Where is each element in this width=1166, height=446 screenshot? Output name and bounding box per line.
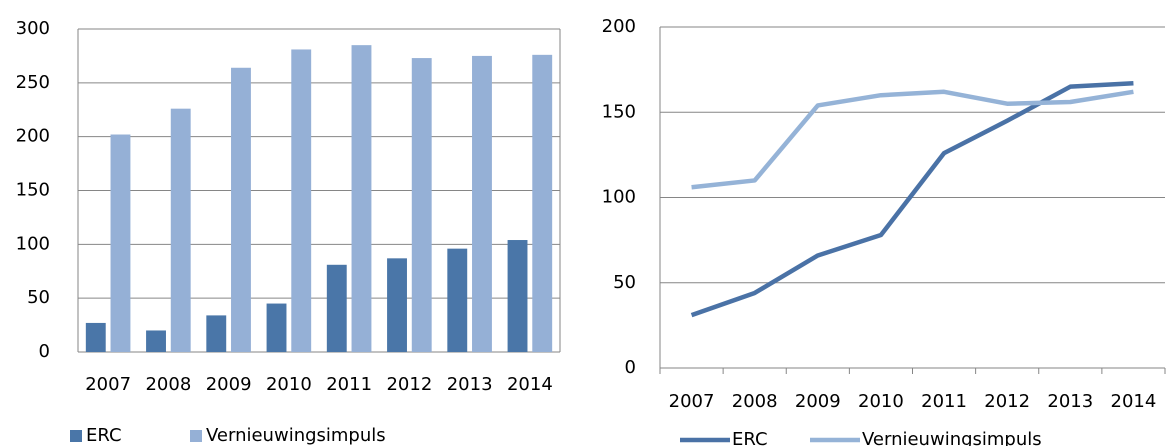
bar (170, 108, 191, 352)
x-tick-label: 2011 (326, 374, 372, 395)
x-tick-label: 2008 (732, 391, 778, 412)
legend-label: ERC (86, 425, 122, 446)
x-tick-label: 2013 (447, 374, 493, 395)
legend-label: Vernieuwingsimpuls (862, 429, 1042, 446)
bar (351, 45, 372, 353)
y-tick-label: 200 (16, 126, 50, 147)
line-series (690, 81, 1134, 318)
bar (447, 248, 468, 352)
y-tick-label: 300 (16, 18, 50, 39)
bar (231, 67, 251, 352)
x-tick-label: 2009 (795, 391, 841, 412)
y-tick-label: 50 (27, 287, 50, 308)
x-tick-label: 2013 (1047, 391, 1093, 412)
x-tick-label: 2012 (984, 391, 1030, 412)
bar (85, 322, 106, 352)
y-tick-label: 50 (613, 272, 636, 293)
x-tick-label: 2010 (858, 391, 904, 412)
x-tick-label: 2012 (386, 374, 432, 395)
bar (326, 264, 347, 352)
y-tick-label: 150 (602, 101, 636, 122)
x-tick-label: 2008 (145, 374, 191, 395)
x-tick-label: 2007 (669, 391, 715, 412)
y-tick-label: 100 (16, 233, 50, 254)
bar (266, 303, 287, 352)
x-tick-label: 2014 (507, 374, 553, 395)
bar (472, 55, 492, 353)
bar (291, 49, 312, 352)
bar (110, 134, 131, 352)
legend-swatch (190, 430, 202, 442)
y-tick-label: 0 (625, 357, 636, 378)
bar (146, 330, 166, 352)
line-series (691, 89, 1134, 190)
bar (507, 240, 528, 352)
x-tick-label: 2011 (921, 391, 967, 412)
y-tick-label: 250 (16, 72, 50, 93)
legend-label: Vernieuwingsimpuls (206, 425, 386, 446)
x-tick-label: 2007 (85, 374, 131, 395)
x-tick-label: 2009 (206, 374, 252, 395)
bar (411, 58, 432, 352)
bar (387, 258, 407, 352)
y-tick-label: 150 (16, 180, 50, 201)
bar (206, 315, 227, 352)
y-tick-label: 0 (39, 341, 50, 362)
y-tick-label: 200 (602, 16, 636, 37)
y-tick-label: 100 (602, 187, 636, 208)
x-tick-label: 2014 (1111, 391, 1157, 412)
bar (532, 54, 553, 353)
legend-swatch (70, 430, 82, 442)
legend-label: ERC (732, 429, 768, 446)
x-tick-label: 2010 (266, 374, 312, 395)
